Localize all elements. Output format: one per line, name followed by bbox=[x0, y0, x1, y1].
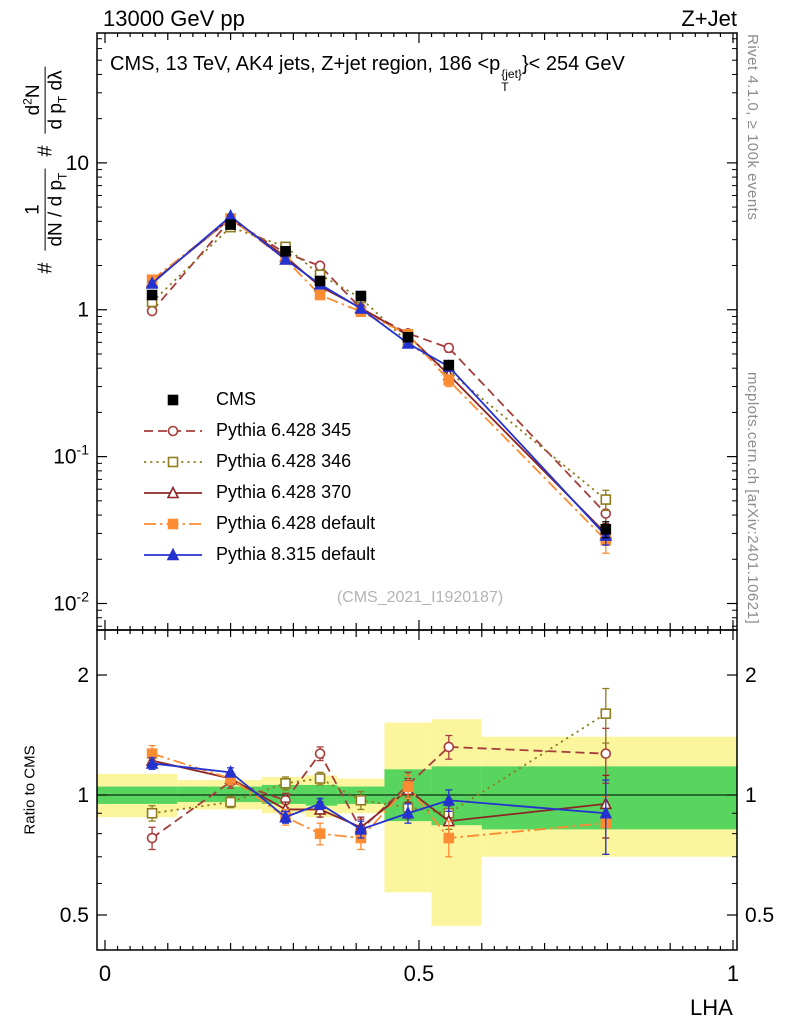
svg-text:1: 1 bbox=[745, 784, 757, 807]
legend-marker-cms bbox=[167, 394, 179, 405]
svg-text:2: 2 bbox=[77, 664, 89, 687]
legend-marker-pythia-346 bbox=[144, 456, 202, 467]
fraction-d2n-dptdlambda: d2N d pT dλ bbox=[21, 66, 71, 134]
plot-title-text: CMS, 13 TeV, AK4 jets, Z+jet region, 186… bbox=[110, 53, 501, 75]
beam-energy-label: 13000 GeV pp bbox=[103, 6, 245, 31]
legend-marker-pythia-370 bbox=[144, 485, 202, 498]
angle-bracket-glyph: # bbox=[34, 262, 57, 274]
svg-text:1: 1 bbox=[77, 299, 89, 322]
legend-label-cms: CMS bbox=[216, 389, 256, 409]
fraction-one-over-dndpt: 1 dN / d pT bbox=[22, 168, 70, 251]
plot-title: CMS, 13 TeV, AK4 jets, Z+jet region, 186… bbox=[110, 53, 625, 93]
svg-text:10-2: 10-2 bbox=[53, 588, 89, 615]
svg-text:1: 1 bbox=[727, 961, 739, 986]
legend-label-pythia-370: Pythia 6.428 370 bbox=[216, 482, 352, 502]
rivet-version-label: Rivet 4.1.0, ≥ 100k events bbox=[744, 34, 761, 221]
legend-marker-pythia6-default bbox=[144, 518, 202, 529]
ratio-y-axis-label: Ratio to CMS bbox=[21, 745, 39, 835]
legend-item-pythia8-default: Pythia 8.315 default bbox=[142, 539, 375, 570]
svg-text:10: 10 bbox=[66, 152, 89, 175]
analysis-watermark: (CMS_2021_I1920187) bbox=[336, 589, 504, 606]
svg-text:2: 2 bbox=[745, 664, 757, 687]
legend-label-pythia6-default: Pythia 6.428 default bbox=[216, 513, 376, 533]
legend-label-pythia-345: Pythia 6.428 345 bbox=[216, 420, 352, 440]
process-label: Z+Jet bbox=[681, 6, 737, 31]
legend-item-pythia-370: Pythia 6.428 370 bbox=[142, 477, 375, 508]
legend-label-pythia-346: Pythia 6.428 346 bbox=[216, 451, 352, 471]
legend-marker-pythia-345 bbox=[144, 425, 202, 436]
svg-text:0.5: 0.5 bbox=[60, 904, 89, 927]
svg-text:0.5: 0.5 bbox=[404, 961, 435, 986]
legend-item-cms: CMS bbox=[142, 384, 375, 415]
legend-label-pythia8-default: Pythia 8.315 default bbox=[216, 544, 376, 564]
x-axis-label: LHA bbox=[690, 995, 733, 1020]
legend: CMS Pythia 6.428 345 Pythia 6.428 346 Py… bbox=[142, 384, 375, 570]
legend-item-pythia-345: Pythia 6.428 345 bbox=[142, 415, 375, 446]
svg-text:0.5: 0.5 bbox=[745, 904, 774, 927]
pt-jet-superscript: {jet} bbox=[501, 67, 522, 81]
main-y-axis-label: # 1 dN / d pT # d2N d pT dλ bbox=[21, 66, 71, 274]
pt-jet-symbol: {jet} T bbox=[501, 68, 522, 93]
legend-marker-pythia8-default bbox=[144, 547, 202, 560]
pt-jet-subscript: T bbox=[501, 79, 509, 94]
legend-item-pythia-346: Pythia 6.428 346 bbox=[142, 446, 375, 477]
legend-item-pythia6-default: Pythia 6.428 default bbox=[142, 508, 375, 539]
angle-bracket-glyph: # bbox=[34, 145, 57, 157]
mcplots-citation-label: mcplots.cern.ch [arXiv:2401.10621] bbox=[744, 372, 761, 625]
svg-text:0: 0 bbox=[99, 961, 111, 986]
svg-text:1: 1 bbox=[77, 784, 89, 807]
plot-title-range: }< 254 GeV bbox=[521, 53, 625, 75]
svg-text:10-1: 10-1 bbox=[53, 442, 89, 469]
